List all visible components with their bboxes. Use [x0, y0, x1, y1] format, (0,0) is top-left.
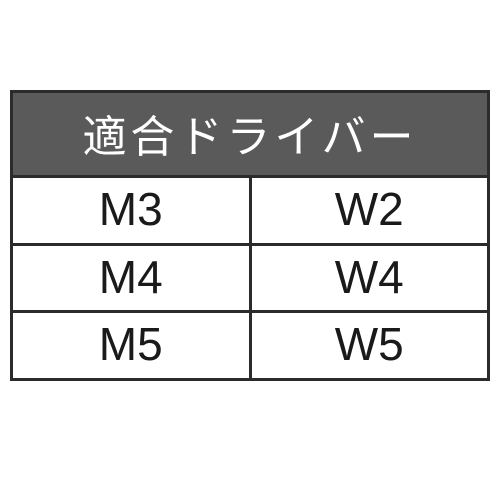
table-row: M5 W5	[12, 312, 489, 380]
table-row: M4 W4	[12, 244, 489, 312]
cell-size-w: W4	[250, 244, 489, 312]
table-header-row: 適合ドライバー	[12, 92, 489, 177]
cell-size-m: M3	[12, 177, 251, 245]
table-container: 適合ドライバー M3 W2 M4 W4 M5 W5	[0, 0, 500, 500]
cell-size-w: W5	[250, 312, 489, 380]
compat-driver-table: 適合ドライバー M3 W2 M4 W4 M5 W5	[10, 90, 490, 381]
table-header: 適合ドライバー	[12, 92, 489, 177]
cell-size-m: M5	[12, 312, 251, 380]
cell-size-w: W2	[250, 177, 489, 245]
table-row: M3 W2	[12, 177, 489, 245]
cell-size-m: M4	[12, 244, 251, 312]
